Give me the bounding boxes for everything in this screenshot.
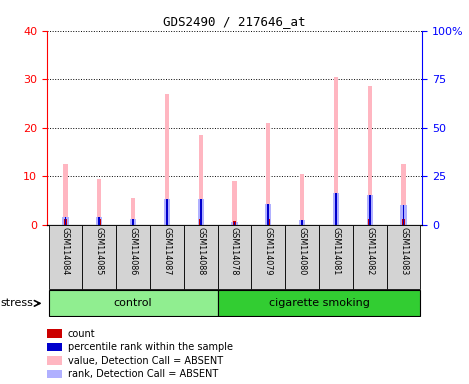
Bar: [49, 225, 83, 289]
Text: count: count: [68, 329, 95, 339]
Bar: [64, 219, 67, 225]
Text: GSM114087: GSM114087: [162, 227, 171, 275]
Bar: [96, 217, 102, 225]
Bar: [47, 356, 62, 365]
Bar: [97, 179, 101, 225]
Bar: [367, 195, 373, 225]
Text: control: control: [114, 298, 152, 308]
Bar: [386, 225, 420, 289]
Bar: [198, 135, 203, 225]
Bar: [251, 225, 285, 289]
Bar: [98, 219, 101, 225]
Bar: [47, 343, 62, 351]
Bar: [166, 219, 168, 225]
Bar: [62, 217, 68, 225]
Text: GSM114080: GSM114080: [298, 227, 307, 275]
Bar: [333, 193, 339, 225]
Bar: [132, 219, 134, 225]
Bar: [83, 225, 116, 289]
Bar: [131, 198, 135, 225]
Bar: [265, 204, 272, 225]
Bar: [353, 225, 386, 289]
Bar: [267, 219, 270, 225]
Bar: [401, 205, 407, 225]
Bar: [200, 199, 202, 225]
Text: GSM114084: GSM114084: [61, 227, 70, 275]
Bar: [402, 205, 404, 225]
Bar: [335, 193, 337, 225]
Bar: [49, 290, 218, 316]
Bar: [184, 225, 218, 289]
Text: GSM114088: GSM114088: [196, 227, 205, 275]
Bar: [401, 164, 406, 225]
Bar: [150, 225, 184, 289]
Text: value, Detection Call = ABSENT: value, Detection Call = ABSENT: [68, 356, 223, 366]
Bar: [299, 220, 305, 225]
Text: GSM114079: GSM114079: [264, 227, 273, 275]
Bar: [319, 225, 353, 289]
Bar: [301, 220, 303, 225]
Bar: [116, 225, 150, 289]
Text: GSM114086: GSM114086: [129, 227, 137, 275]
Text: stress: stress: [0, 298, 33, 308]
Bar: [233, 221, 236, 225]
Bar: [132, 219, 135, 225]
Bar: [98, 217, 100, 225]
Text: GSM114081: GSM114081: [332, 227, 340, 275]
Text: rank, Detection Call = ABSENT: rank, Detection Call = ABSENT: [68, 369, 218, 379]
Bar: [300, 174, 304, 225]
Text: cigarette smoking: cigarette smoking: [269, 298, 370, 308]
Bar: [199, 219, 202, 225]
Bar: [63, 164, 68, 225]
Text: GSM114083: GSM114083: [399, 227, 408, 275]
Bar: [65, 217, 67, 225]
Bar: [368, 219, 371, 225]
Text: GSM114082: GSM114082: [365, 227, 374, 275]
Bar: [334, 77, 338, 225]
Bar: [267, 204, 269, 225]
Bar: [285, 225, 319, 289]
Bar: [166, 199, 168, 225]
Bar: [368, 86, 372, 225]
Text: GSM114085: GSM114085: [95, 227, 104, 275]
Bar: [164, 199, 170, 225]
Title: GDS2490 / 217646_at: GDS2490 / 217646_at: [163, 15, 306, 28]
Bar: [266, 123, 271, 225]
Bar: [402, 219, 405, 225]
Bar: [369, 195, 371, 225]
Bar: [47, 329, 62, 338]
Bar: [218, 225, 251, 289]
Bar: [130, 219, 136, 225]
Bar: [165, 94, 169, 225]
Bar: [232, 222, 237, 225]
Bar: [301, 220, 303, 225]
Bar: [197, 199, 204, 225]
Text: percentile rank within the sample: percentile rank within the sample: [68, 342, 233, 352]
Bar: [334, 219, 337, 225]
Text: GSM114078: GSM114078: [230, 227, 239, 275]
Bar: [218, 290, 420, 316]
Bar: [232, 181, 237, 225]
Bar: [234, 222, 235, 225]
Bar: [47, 370, 62, 379]
